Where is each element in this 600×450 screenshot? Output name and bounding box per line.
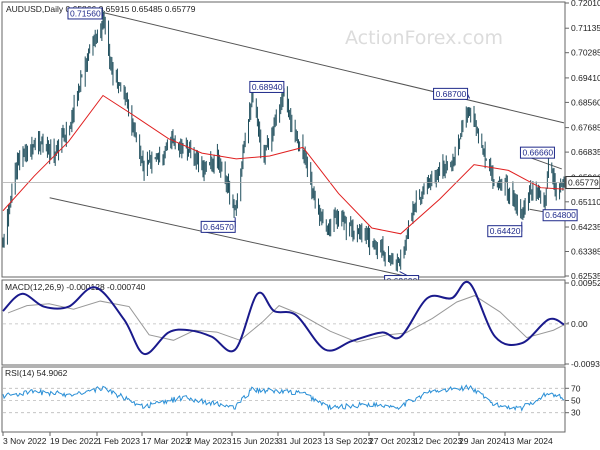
rsi-y-tick-label: 30 <box>571 408 581 418</box>
rsi-panel: RSI(14) 54.9062 70 50 30 <box>1 366 581 433</box>
moving-average-line <box>2 94 565 235</box>
price-y-tick-label: 0.66835 <box>571 147 600 157</box>
watermark: ActionForex.com <box>345 27 503 49</box>
macd-y-axis: 0.009524 0.00 -0.00935 <box>565 278 600 369</box>
annotation-box <box>433 87 469 100</box>
price-y-tick-label: 0.72010 <box>571 0 600 8</box>
annotation-label: 0.68700 <box>436 89 467 99</box>
annotation-box <box>200 220 236 233</box>
annotation-box <box>249 80 285 93</box>
annotation-box <box>542 209 578 222</box>
x-tick-label: 12 Dec 2023 <box>414 436 462 446</box>
rsi-plot-area <box>2 384 565 414</box>
annotation-label: 0.68940 <box>252 82 283 92</box>
price-y-tick-label: 0.65110 <box>571 197 600 207</box>
price-y-tick-label: 0.70285 <box>571 48 600 58</box>
x-tick-label: 13 Sep 2023 <box>324 436 372 446</box>
rsi-y-tick-label: 70 <box>571 383 581 393</box>
annotation-box <box>519 146 555 159</box>
macd-signal-line <box>7 295 570 343</box>
channel-line <box>102 12 565 124</box>
x-tick-label: 3 Nov 2022 <box>3 436 47 446</box>
x-tick-label: 15 Jun 2023 <box>232 436 279 446</box>
price-panel: ActionForex.com AUDUSD,Daily 0.65866 0.6… <box>1 0 600 288</box>
x-tick-label: 27 Oct 2023 <box>369 436 416 446</box>
macd-y-tick-label: -0.00935 <box>571 359 600 369</box>
macd-y-tick-label: 0.00 <box>571 319 588 329</box>
annotation-label: 0.64570 <box>203 222 234 232</box>
price-y-tick-label: 0.69410 <box>571 73 600 83</box>
channel-line <box>529 156 562 170</box>
price-y-tick-label: 0.63385 <box>571 247 600 257</box>
x-tick-label: 29 Jan 2024 <box>459 436 506 446</box>
macd-plot-area <box>2 280 570 355</box>
x-tick-label: 31 Jul 2023 <box>278 436 322 446</box>
x-tick-label: 13 Mar 2024 <box>505 436 553 446</box>
price-y-axis: 0.72010 0.71135 0.70285 0.69410 0.68560 0.676… <box>565 0 600 281</box>
annotation-label: 0.66660 <box>522 148 553 158</box>
annotation-label: 0.64420 <box>490 226 521 236</box>
x-tick-label: 19 Dec 2022 <box>50 436 98 446</box>
price-y-tick-label: 0.62535 <box>571 271 600 281</box>
current-price-label: 0.65779 <box>568 178 599 188</box>
x-tick-label: 1 Feb 2023 <box>97 436 140 446</box>
annotation-box <box>67 7 103 20</box>
x-tick-label: 17 Mar 2023 <box>142 436 190 446</box>
channel-line <box>49 197 417 279</box>
macd-y-tick-label: 0.009524 <box>571 278 600 288</box>
rsi-y-axis: 70 50 30 <box>565 383 581 418</box>
price-y-tick-label: 0.67685 <box>571 123 600 133</box>
annotation-label: 0.64800 <box>545 210 576 220</box>
macd-panel: MACD(12,26,9) -0.000128 -0.000740 0.0095… <box>1 278 600 369</box>
price-y-tick-label: 0.68560 <box>571 97 600 107</box>
macd-title: MACD(12,26,9) -0.000128 -0.000740 <box>5 282 146 292</box>
annotation-label: 0.71560 <box>70 8 101 18</box>
price-y-tick-label: 0.64235 <box>571 222 600 232</box>
current-price-box <box>565 176 600 190</box>
rsi-line <box>2 384 565 412</box>
annotation-box <box>487 225 523 238</box>
price-y-tick-label: 0.71135 <box>571 23 600 33</box>
rsi-y-tick-label: 50 <box>571 396 581 406</box>
macd-line <box>2 280 565 355</box>
rsi-title: RSI(14) 54.9062 <box>5 368 68 378</box>
x-tick-label: 2 May 2023 <box>187 436 232 446</box>
